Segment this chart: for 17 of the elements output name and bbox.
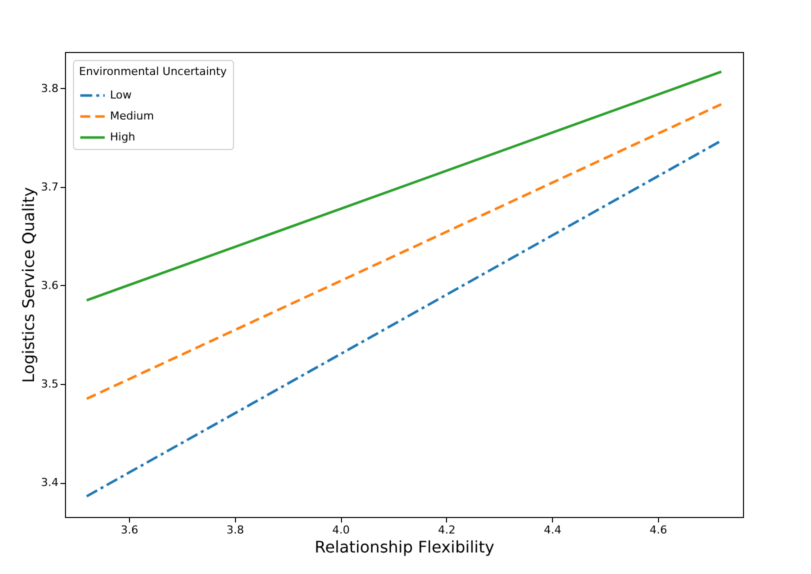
x-tick-label: 4.0 <box>332 524 350 536</box>
legend-title: Environmental Uncertainty <box>79 65 228 78</box>
y-tick-label: 3.4 <box>41 476 58 490</box>
y-tick-label: 3.6 <box>41 278 58 292</box>
y-tick-label: 3.5 <box>41 378 58 390</box>
y-axis-title: Logistics Service Quality <box>19 187 38 383</box>
x-tick-label: 3.6 <box>120 524 138 536</box>
x-tick-label: 4.2 <box>438 524 456 536</box>
x-tick-label: 3.8 <box>226 524 244 536</box>
x-tick-label: 4.6 <box>650 524 668 536</box>
legend-label: High <box>110 130 136 144</box>
legend-label: Low <box>110 88 132 102</box>
legend-label: Medium <box>110 110 154 122</box>
y-tick-label: 3.8 <box>41 82 58 95</box>
x-tick-label: 4.4 <box>544 524 562 536</box>
x-axis-title: Relationship Flexibility <box>314 538 494 556</box>
y-tick-label: 3.7 <box>41 180 58 194</box>
